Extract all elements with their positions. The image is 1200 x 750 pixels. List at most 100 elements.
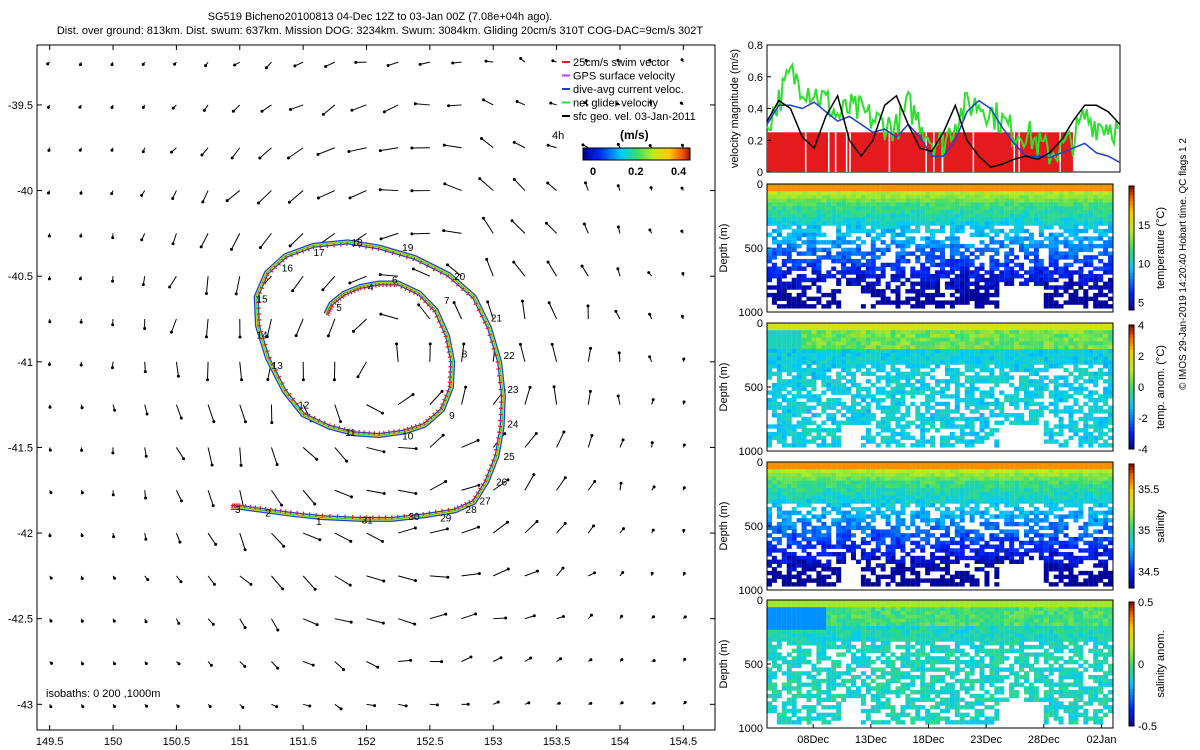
section-cell [796,217,802,222]
geo-vector [202,190,209,203]
section-cell [964,285,970,290]
section-cell [989,322,995,328]
section-cell [880,274,886,279]
section-cell [969,210,975,215]
swim-vector [287,392,292,397]
section-cell [944,367,950,373]
section-cell [954,379,960,384]
section-cell [841,382,847,388]
section-cell [944,322,950,328]
section-cell [984,394,990,399]
section-cell [915,221,921,226]
section-cell [860,371,866,377]
section-cell [1019,413,1025,418]
map-colorbar-cell [685,148,687,160]
section-cell [905,420,911,425]
section-cell [910,345,916,350]
geo-vector-head [466,702,470,706]
section-cell [865,258,871,264]
section-cell [1019,352,1025,358]
section-cell [791,187,797,192]
section-cell [915,424,921,429]
section-cell [969,356,975,361]
section-cell [836,443,842,448]
section-cell [949,330,955,335]
geo-vector-head [239,463,243,467]
section-cell [1009,375,1015,380]
section-cell [1043,304,1049,309]
section-cell [766,518,772,523]
section-cell [836,352,842,358]
swim-vector [460,503,464,508]
geo-vector [387,61,399,67]
section-cell [1078,439,1084,444]
section-cell [885,198,891,204]
geo-vector-head [47,234,51,238]
section-cell [994,210,1000,215]
section-cell [979,401,985,407]
geo-vector [302,661,314,666]
map-colorbar-cell [657,148,659,160]
section-cell [1033,345,1039,350]
section-cell [885,213,891,219]
section-cell [811,337,817,343]
section-cell [1014,326,1020,331]
section-cell [1048,240,1054,245]
section-cell [1063,322,1069,328]
geo-vector [587,435,593,448]
section-cell [870,217,876,222]
section-cell [1033,367,1039,373]
section-cell [776,476,782,482]
section-cell [801,379,807,384]
section-cell [791,510,797,516]
section-cell [1028,382,1034,388]
section-cell [880,330,886,335]
geo-vector-head [679,101,683,105]
section-cell [1083,379,1089,384]
section-cell [999,270,1005,275]
section-cell [1058,240,1064,245]
section-cell [989,375,995,380]
section-cell [964,390,970,395]
section-cell [925,270,931,275]
section-cell [791,247,797,253]
section-cell [766,274,772,279]
section-cell [910,296,916,302]
section-cell [816,394,822,399]
geo-vector [323,104,336,115]
section-cell [900,431,906,437]
section-cell [776,356,782,361]
section-cell [781,360,787,365]
section-cell [1009,187,1015,192]
section-cell [836,183,842,189]
section-cell [989,341,995,346]
section-cell [1068,202,1074,207]
section-cell [786,240,792,245]
section-cell [846,333,852,339]
geo-vector [461,343,465,362]
section-colorbar-cell [1129,352,1134,357]
section-cell [949,270,955,275]
section-cell [1058,194,1064,200]
section-cell [821,206,827,211]
section-cell [1009,326,1015,331]
section-cell [831,416,837,422]
section-cell [989,326,995,331]
section-cell [865,289,871,294]
geo-vector-head [209,663,213,667]
section-cell [796,360,802,365]
section-cell [791,563,797,568]
section-cell [949,213,955,219]
swim-vector [363,285,366,290]
section-cell [1004,360,1010,365]
section-cell [890,198,896,204]
section-cell [766,499,772,504]
section-cell [801,529,807,534]
section-cell [1063,243,1069,249]
section-cell [905,322,911,328]
section-cell [806,476,812,482]
section-cell [796,518,802,523]
section-cell [1024,379,1029,384]
section-cell [855,330,861,335]
section-cell [1088,258,1094,264]
